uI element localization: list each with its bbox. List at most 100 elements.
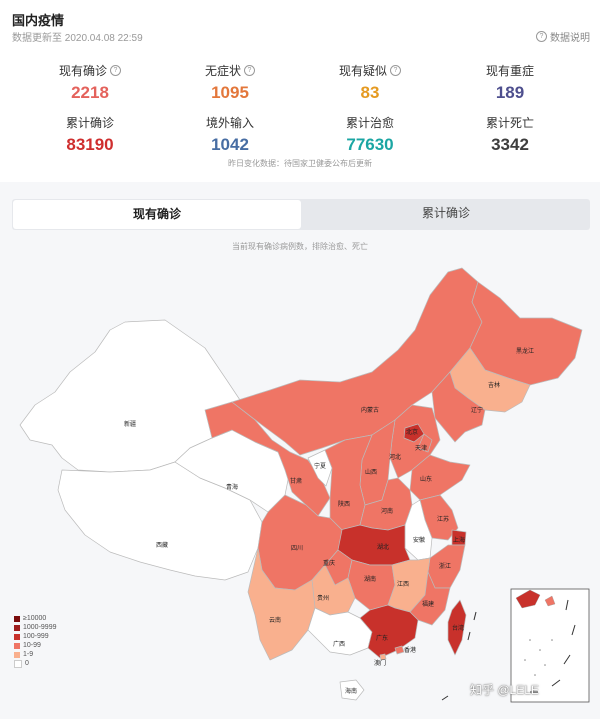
stat-value: 77630 <box>346 135 394 154</box>
province-heilongjiang[interactable] <box>469 281 583 386</box>
label-ningxia: 宁夏 <box>314 462 326 470</box>
stat-label: 现有疑似 <box>338 64 387 78</box>
label-guangdong: 广东 <box>376 634 388 642</box>
stat-label: 累计治愈 <box>345 116 394 130</box>
update-time: 数据更新至 2020.04.08 22:59 <box>12 33 143 44</box>
stat-value: 2218 <box>71 83 109 102</box>
label-xinjiang: 新疆 <box>124 420 136 428</box>
stat-suspected: 现有疑似? 83 <box>300 62 440 106</box>
stat-value: 3342 <box>491 135 529 154</box>
china-map: 新疆 西藏 青海 甘肃 内蒙古 黑龙江 吉林 辽宁 北京 天津 河北 山西 山东… <box>19 267 590 703</box>
help-icon[interactable]: ? <box>390 65 401 76</box>
legend-label: 0 <box>25 660 29 667</box>
legend-item: 0 <box>14 659 56 668</box>
legend-item: 100-999 <box>14 632 56 641</box>
stat-asymptomatic: 无症状? 1095 <box>160 62 300 106</box>
watermark: 知乎 @LELE <box>470 683 539 697</box>
legend-swatch <box>14 659 22 668</box>
stat-label: 现有确诊 <box>58 64 107 78</box>
label-xianggang: 香港 <box>404 646 416 654</box>
legend-swatch <box>14 624 20 631</box>
province-hunan[interactable] <box>347 559 396 611</box>
label-gansu: 甘肃 <box>290 477 302 485</box>
label-henan: 河南 <box>381 507 393 515</box>
label-guizhou: 贵州 <box>317 594 329 602</box>
legend-label: ≥10000 <box>23 615 47 622</box>
change-note: 昨日变化数据：待国家卫健委公布后更新 <box>228 159 372 168</box>
label-qinghai: 青海 <box>226 483 238 491</box>
tab-current-confirmed[interactable]: 现有确诊 <box>13 200 301 229</box>
page-title: 国内疫情 <box>12 13 65 28</box>
legend-item: ≥10000 <box>14 614 56 623</box>
data-explain-link[interactable]: ? 数据说明 <box>536 29 590 44</box>
stat-current-confirmed: 现有确诊? 2218 <box>20 62 160 106</box>
stat-label: 累计死亡 <box>485 116 534 130</box>
map-section: 现有确诊 累计确诊 当前现有确诊病例数，排除治愈、死亡 <box>0 182 600 719</box>
label-shanxi: 山西 <box>365 468 377 476</box>
stat-value: 83190 <box>66 135 114 154</box>
label-jiangxi: 江西 <box>397 581 409 588</box>
tab-total-confirmed[interactable]: 累计确诊 <box>421 206 470 220</box>
label-shaanxi: 陕西 <box>338 500 350 508</box>
province-aomen[interactable] <box>379 653 387 661</box>
label-guangxi: 广西 <box>333 640 345 648</box>
legend-label: 10-99 <box>23 642 41 649</box>
label-xizang: 西藏 <box>156 541 168 549</box>
label-tianjin: 天津 <box>415 445 427 452</box>
label-neimenggu: 内蒙古 <box>361 406 379 414</box>
province-anhui[interactable] <box>404 499 433 561</box>
stat-value: 1095 <box>211 83 249 102</box>
label-heilongjiang: 黑龙江 <box>516 347 534 355</box>
label-hunan: 湖南 <box>364 575 376 583</box>
help-icon[interactable]: ? <box>244 65 255 76</box>
stats-grid: 现有确诊? 2218 无症状? 1095 现有疑似? 83 现有重症 189 累… <box>20 62 580 158</box>
label-jilin: 吉林 <box>488 381 500 389</box>
label-hainan: 海南 <box>345 687 357 695</box>
stat-label: 无症状 <box>204 64 241 78</box>
province-ningxia[interactable] <box>307 449 333 487</box>
south-sea-inset <box>510 588 590 703</box>
label-jiangsu: 江苏 <box>437 515 449 523</box>
map-tabs: 现有确诊 累计确诊 <box>12 199 590 230</box>
map-subtitle: 当前现有确诊病例数，排除治愈、死亡 <box>232 242 368 251</box>
legend-swatch <box>14 642 20 649</box>
legend-label: 1000-9999 <box>23 624 57 631</box>
legend-swatch <box>14 651 20 658</box>
province-beijing[interactable] <box>403 423 425 443</box>
stat-severe: 现有重症 189 <box>440 62 580 106</box>
legend-item: 1000-9999 <box>14 623 56 632</box>
legend-swatch <box>14 615 20 622</box>
province-hainan[interactable] <box>339 679 365 701</box>
map-legend: ≥10000 1000-9999 100-999 10-99 1-9 0 <box>14 614 56 668</box>
province-taiwan[interactable] <box>447 599 467 656</box>
province-liaoning[interactable] <box>431 371 486 443</box>
province-tianjin[interactable] <box>417 433 433 453</box>
label-beijing: 北京 <box>406 428 418 436</box>
stat-value: 189 <box>495 83 525 102</box>
legend-label: 100-999 <box>23 633 49 640</box>
legend-swatch <box>14 633 20 640</box>
label-zhejiang: 浙江 <box>439 562 451 570</box>
legend-item: 10-99 <box>14 641 56 650</box>
province-guangdong[interactable] <box>359 604 419 659</box>
help-icon: ? <box>536 31 547 42</box>
label-sichuan: 四川 <box>291 545 303 552</box>
province-shandong[interactable] <box>409 454 471 501</box>
stat-label: 境外输入 <box>205 116 254 130</box>
stat-deaths: 累计死亡 3342 <box>440 114 580 158</box>
summary-panel: 国内疫情 数据更新至 2020.04.08 22:59 ? 数据说明 现有确诊?… <box>0 0 600 182</box>
label-hebei: 河北 <box>389 453 401 461</box>
stat-imported: 境外输入 1042 <box>160 114 300 158</box>
legend-label: 1-9 <box>23 651 34 658</box>
stat-label: 累计确诊 <box>65 116 114 130</box>
help-icon[interactable]: ? <box>110 65 121 76</box>
label-anhui: 安徽 <box>413 536 425 544</box>
label-shandong: 山东 <box>420 475 432 483</box>
label-taiwan: 台湾 <box>452 624 464 632</box>
stat-value: 1042 <box>211 135 249 154</box>
label-fujian: 福建 <box>422 600 434 608</box>
label-shanghai: 上海 <box>453 536 465 544</box>
province-xianggang[interactable] <box>394 645 405 655</box>
label-yunnan: 云南 <box>269 616 281 624</box>
stat-label: 现有重症 <box>485 64 534 78</box>
